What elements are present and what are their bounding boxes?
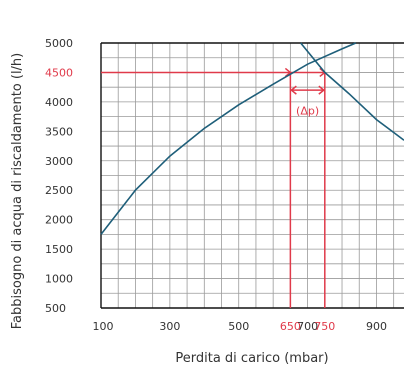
x-axis-label: Perdita di carico (mbar) [175, 351, 328, 366]
y-tick-labels: 500 1000 1500 2000 2500 3000 3500 4000 4500 5000 [45, 37, 73, 315]
system-curve [100, 42, 357, 235]
y-tick-label: 500 [45, 302, 66, 315]
y-tick-label: 1000 [45, 273, 73, 286]
pump-curve [300, 42, 404, 141]
delta-p-arrowhead-right [318, 85, 326, 95]
series-layer [100, 42, 404, 235]
x-tick-label: 900 [366, 320, 387, 333]
y-axis-label: Fabbisogno di acqua di riscaldamento (l/… [10, 53, 25, 330]
y-tick-label: 2500 [45, 184, 73, 197]
highlight-lines [101, 67, 327, 308]
y-tick-label: 3500 [45, 125, 73, 138]
x-tick-label: 650 [280, 320, 301, 333]
x-tick-label: 300 [159, 320, 180, 333]
grid [100, 42, 404, 309]
x-tick-label: 700 [297, 320, 318, 333]
y-tick-label: 2000 [45, 214, 73, 227]
arrowhead-4500-650 [284, 67, 292, 78]
x-tick-label: 500 [228, 320, 249, 333]
y-tick-label: 4500 [45, 66, 73, 79]
y-tick-label: 3000 [45, 155, 73, 168]
y-tick-label: 1500 [45, 243, 73, 256]
x-tick-label: 100 [93, 320, 114, 333]
x-tick-label: 750 [314, 320, 335, 333]
delta-p-arrowhead-left [290, 85, 297, 95]
y-tick-label: 5000 [45, 37, 73, 50]
delta-p-label: (Δp) [296, 105, 319, 118]
y-tick-label: 4000 [45, 96, 73, 109]
